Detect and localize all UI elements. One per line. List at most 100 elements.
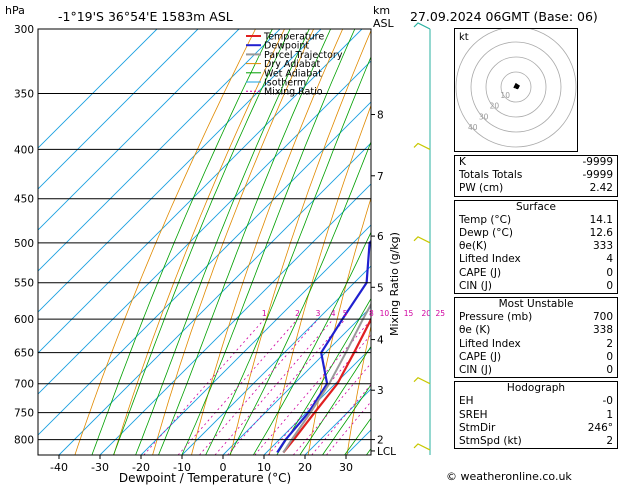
height-unit-label: km: [373, 4, 390, 17]
x-tick-label: -30: [91, 461, 109, 474]
index-row: StmSpd (kt) 2: [459, 435, 613, 448]
mixing-ratio-line: [199, 318, 319, 455]
legend-label: Parcel Trajectory: [264, 50, 343, 61]
mixing-ratio-label: 4: [331, 309, 336, 318]
height-tick-label: 8: [377, 110, 384, 122]
hodograph-ring-label: 40: [468, 123, 478, 132]
height-tick-label: 7: [377, 171, 384, 183]
isotherm-line: [38, 29, 158, 149]
pressure-tick-label: 300: [14, 24, 34, 36]
isotherm-line: [38, 29, 199, 190]
dry-adiabat-line: [191, 29, 344, 455]
mixing-ratio-label: 8: [369, 309, 374, 318]
wet-adiabat-line: [276, 297, 371, 455]
mixing-ratio-label: 3: [316, 309, 321, 318]
most-unstable-title: Most Unstable: [498, 298, 574, 311]
index-row: CIN (J) 0: [459, 279, 613, 292]
height-unit-sub-label: ASL: [373, 17, 395, 30]
dry-adiabat-line: [74, 29, 256, 455]
index-row: θe(K) 333: [459, 240, 613, 253]
index-row: θe (K) 338: [459, 324, 613, 337]
isotherm-line: [38, 29, 322, 313]
wet-adiabat-line: [181, 29, 356, 455]
isotherm-line: [38, 29, 240, 231]
index-row: Lifted Index 2: [459, 337, 613, 350]
hodograph-ring-label: 10: [500, 91, 510, 100]
hodograph-ring: [485, 56, 547, 118]
legend-label: Wet Adiabat: [264, 68, 322, 79]
wet-adiabat-line: [205, 55, 371, 455]
mixing-ratio-label: 1: [262, 309, 267, 318]
location-title: -1°19'S 36°54'E 1583m ASL: [58, 9, 233, 24]
legend-label: Mixing Ratio: [264, 87, 323, 98]
mixing-ratio-axis-label: Mixing Ratio (g/kg): [388, 232, 401, 336]
x-axis-label: Dewpoint / Temperature (°C): [119, 471, 291, 485]
index-row: CAPE (J) 0: [459, 266, 613, 279]
mixing-ratio-line: [227, 318, 346, 455]
mixing-ratio-line: [292, 362, 371, 455]
isotherm-line: [38, 29, 363, 354]
wind-barb: [413, 22, 431, 30]
pressure-tick-label: 750: [14, 408, 34, 420]
wet-adiabat-line: [91, 29, 273, 455]
dry-adiabat-line: [618, 29, 629, 455]
x-tick-label: 10: [257, 461, 271, 474]
mixing-ratio-label: 20: [421, 309, 431, 318]
x-tick-label: 0: [220, 461, 227, 474]
hodograph-title: Hodograph: [506, 382, 566, 395]
wind-barb: [413, 376, 431, 385]
index-row: CAPE (J) 0: [459, 350, 613, 363]
mixing-ratio-line: [143, 318, 265, 455]
mixing-ratio-label: 5: [343, 309, 348, 318]
index-row: Temp (°C) 14.1: [459, 213, 613, 226]
legend-label: Dry Adiabat: [264, 59, 321, 70]
hodograph-unit-label: kt: [459, 32, 469, 43]
pressure-tick-label: 450: [14, 194, 34, 206]
wet-adiabat-line: [253, 231, 371, 455]
index-row: Lifted Index 4: [459, 253, 613, 266]
mixing-ratio-label: 10: [380, 309, 390, 318]
pressure-tick-label: 600: [14, 314, 34, 326]
surface-section: Surface Temp (°C) 14.1 Dewp (°C) 12.6 θe(K…: [454, 199, 618, 295]
x-tick-label: 30: [339, 461, 353, 474]
wet-adiabat-line: [229, 140, 371, 455]
wet-adiabat-line: [158, 29, 331, 455]
hodograph-ring: [470, 41, 562, 133]
mixing-ratio-label: 2: [295, 309, 300, 318]
height-tick-label: 6: [377, 231, 384, 243]
wet-adiabat-line: [322, 384, 371, 455]
index-row: SREH 1: [459, 408, 613, 421]
most-unstable-section: Most Unstable Pressure (mb) 700 θe (K) 338…: [454, 297, 618, 379]
datetime-title: 27.09.2024 06GMT (Base: 06): [410, 9, 598, 24]
mixing-ratio-label: 25: [436, 309, 446, 318]
legend-label: Temperature: [263, 32, 324, 43]
x-tick-label: -10: [173, 461, 191, 474]
copyright-footer: © weatheronline.co.uk: [446, 470, 572, 483]
index-row: Pressure (mb) 700: [459, 311, 613, 324]
mixing-ratio-line: [177, 318, 298, 455]
height-tick-label: LCL: [377, 446, 396, 458]
x-tick-label: 20: [298, 461, 312, 474]
pressure-tick-label: 700: [14, 379, 34, 391]
dewpoint-line: [276, 239, 371, 454]
pressure-unit-label: hPa: [5, 4, 25, 17]
index-row: EH -0: [459, 395, 613, 408]
index-row: StmDir 246°: [459, 421, 613, 434]
height-tick-label: 5: [377, 282, 384, 294]
index-row: Dewp (°C) 12.6: [459, 227, 613, 240]
mixing-ratio-line: [311, 383, 371, 455]
hodograph-ring: [500, 71, 532, 103]
pressure-tick-label: 650: [14, 348, 34, 360]
height-tick-label: 3: [377, 385, 384, 397]
index-row: CIN (J) 0: [459, 364, 613, 377]
dry-adiabat-line: [152, 29, 314, 455]
index-row: Totals Totals -9999: [459, 169, 613, 182]
temperature-line: [282, 317, 371, 454]
wind-barb: [413, 142, 431, 150]
dry-adiabat-line: [230, 29, 371, 455]
wind-barb: [413, 236, 431, 244]
mixing-ratio-line: [267, 334, 371, 455]
surface-title: Surface: [515, 200, 556, 213]
isotherm-line: [38, 29, 281, 272]
